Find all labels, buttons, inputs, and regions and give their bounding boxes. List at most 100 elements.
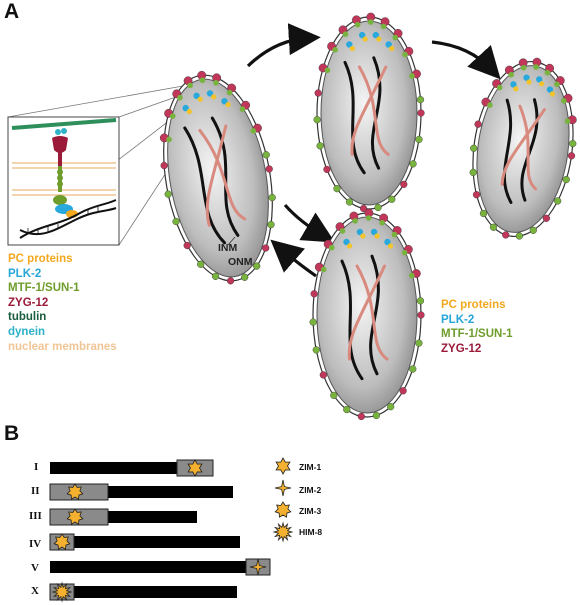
tubulin-filament: [11, 118, 117, 130]
sun1-dot: [316, 142, 324, 150]
sun1-dot: [489, 223, 498, 231]
sun1-dot: [332, 46, 338, 53]
zyg12-dot: [417, 109, 425, 117]
chromosome-label: IV: [29, 538, 42, 550]
sun1-dot: [166, 136, 172, 143]
legend-right: PC proteins PLK-2 MTF-1/SUN-1 ZYG-12: [441, 298, 513, 356]
pc-focus: [387, 243, 394, 249]
chromatin-strand: [343, 60, 366, 175]
sun1-dot: [365, 215, 372, 221]
nucleus: [313, 12, 425, 213]
sun1-dot: [367, 19, 374, 25]
legend-left-item: ZYG-12: [8, 296, 49, 309]
zim-3-icon: [66, 483, 84, 500]
sun1-dot: [470, 144, 478, 152]
sun1-dot: [199, 77, 206, 84]
sun1-dot: [408, 272, 415, 279]
zim-legend-label: ZIM-1: [299, 462, 322, 472]
sun1-dot: [416, 96, 425, 104]
zim-1-icon: [275, 457, 291, 475]
chromatin-strand: [350, 65, 388, 156]
plk2-focus: [358, 31, 366, 39]
inm-label: INM: [218, 242, 238, 254]
sun1-dot: [392, 34, 399, 41]
plk2-focus: [193, 92, 200, 99]
legend-left-item: nuclear membranes: [8, 340, 117, 353]
zim-3-icon: [274, 501, 292, 518]
sun1-dot: [333, 185, 341, 193]
arrow-top-right: [431, 40, 501, 80]
zyg12-dot: [314, 89, 322, 97]
plk2-focus: [356, 228, 364, 236]
sun1-dot: [309, 318, 317, 326]
pc-focus: [225, 102, 231, 108]
zyg12-dot: [265, 165, 273, 173]
chromatin-strand: [340, 259, 364, 381]
plk2-focus: [343, 238, 350, 246]
sun1-dot: [469, 168, 477, 176]
arrow-top-left: [246, 23, 321, 68]
pc-focus: [197, 96, 203, 102]
legend-left: PC proteins PLK-2 MTF-1/SUN-1 ZYG-12 tub…: [8, 252, 117, 354]
sun1-dot: [374, 203, 382, 212]
pc-focus: [376, 36, 382, 42]
sun1-dot: [267, 221, 275, 229]
zyg12-dot: [160, 161, 168, 170]
sun1-dot: [342, 31, 349, 37]
sun1-dot: [352, 218, 358, 224]
sun1-dot: [487, 102, 493, 108]
chromatin-strand: [183, 126, 227, 245]
arrow-back: [270, 239, 317, 278]
sun1-dot: [529, 226, 537, 234]
zyg12-dot: [474, 120, 482, 128]
sun1-dot: [354, 21, 361, 28]
onm-label: ONM: [228, 256, 253, 268]
zim-legend-label: HIM-8: [299, 527, 323, 537]
sun1-dot: [544, 69, 551, 76]
sun1-dot: [415, 339, 423, 347]
chromatin-strand: [205, 124, 228, 227]
zim-legend-label: ZIM-3: [299, 506, 322, 516]
pc-focus: [374, 233, 380, 239]
zyg12-dot: [400, 180, 408, 188]
sun1-dot: [391, 231, 398, 238]
plk2-focus: [206, 90, 214, 97]
chromosome-label: II: [31, 485, 40, 497]
sun1-dot: [324, 67, 331, 74]
plk2-focus: [372, 31, 380, 39]
sun1-dot: [401, 249, 408, 256]
chromatin-strand: [347, 264, 386, 361]
zyg12-dot: [323, 165, 331, 174]
sun1-dot: [564, 118, 571, 124]
sun1-dot: [339, 228, 346, 234]
legend-right-item: MTF-1/SUN-1: [441, 328, 513, 341]
chromosome-bar: [50, 462, 213, 474]
chromosome-bar: [50, 586, 237, 598]
sun1-dot: [169, 113, 176, 119]
zyg12-dot: [399, 387, 407, 395]
him-8-icon: [272, 521, 294, 543]
chromatin-strand: [518, 104, 538, 191]
sun1-dot: [388, 195, 396, 203]
chromosome-group: [49, 459, 271, 603]
sun1-dot: [177, 94, 183, 101]
nucleus: [309, 208, 425, 421]
plk2-focus: [221, 98, 228, 105]
legend-right-item: PC proteins: [441, 299, 506, 311]
cycle-arrows: [246, 23, 501, 278]
chromosome-label: I: [34, 461, 39, 473]
sun1-dot: [330, 391, 338, 399]
plk2-focus: [546, 86, 554, 93]
zim-legend-label: ZIM-2: [299, 485, 322, 495]
sun1-dot: [211, 272, 220, 280]
chromatin-strand: [357, 65, 390, 156]
zyg12-dot: [502, 231, 510, 239]
chromosome-bar: [50, 536, 240, 548]
sun1-dot: [561, 98, 567, 104]
sun1-dot: [562, 175, 570, 184]
sun1-dot: [226, 89, 233, 96]
legend-left-item: MTF-1/SUN-1: [8, 282, 80, 295]
zim-2-icon: [249, 558, 267, 576]
sun1-dot: [253, 262, 261, 270]
